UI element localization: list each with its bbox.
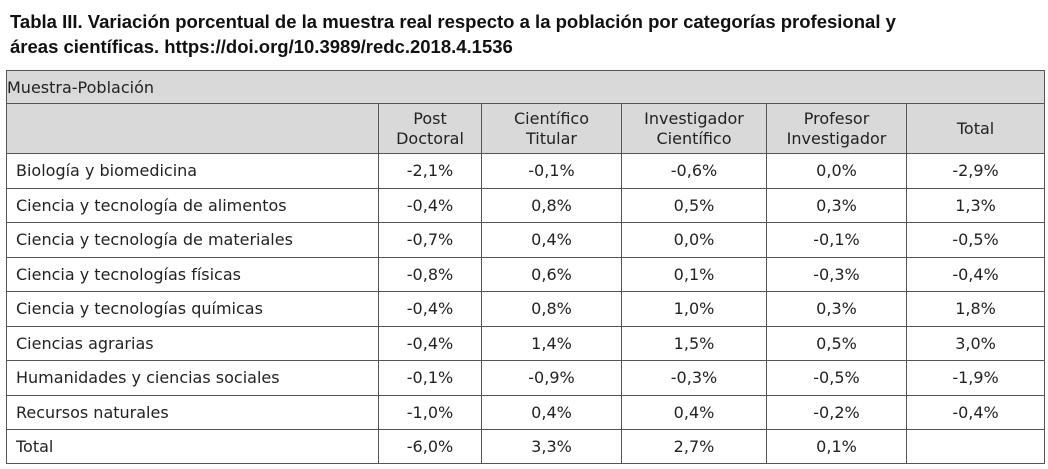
table-cell: -2,1% bbox=[378, 153, 482, 189]
table-title-line-1: Tabla III. Variación porcentual de la mu… bbox=[10, 11, 896, 32]
table-row: Ciencia y tecnologías químicas -0,4% 0,8% 1… bbox=[6, 291, 1046, 327]
column-header-total: Total bbox=[905, 103, 1046, 154]
column-header-line: Titular bbox=[526, 128, 577, 148]
table-row: Ciencia y tecnología de materiales -0,7% 0… bbox=[6, 222, 1046, 258]
table-title: Tabla III. Variación porcentual de la mu… bbox=[10, 9, 1040, 59]
table-cell: -0,4% bbox=[378, 325, 482, 361]
table-cell: 1,5% bbox=[621, 325, 767, 361]
table-cell: -0,8% bbox=[378, 256, 482, 292]
table-caption: Muestra-Población bbox=[5, 70, 1046, 104]
column-header-investigador-cientifico: Investigador Científico bbox=[621, 103, 767, 154]
table-cell: 2,7% bbox=[621, 429, 767, 464]
table-cell: -0,4% bbox=[905, 256, 1046, 292]
table-row: Ciencias agrarias -0,4% 1,4% 1,5% 0,5% 3,0% bbox=[6, 325, 1046, 361]
row-label: Humanidades y ciencias sociales bbox=[6, 360, 379, 396]
table-cell: 3,3% bbox=[481, 429, 622, 464]
table-cell: -0,1% bbox=[481, 153, 622, 189]
column-header-line: Post bbox=[413, 108, 447, 128]
table-cell: 0,4% bbox=[621, 394, 767, 430]
table-row: Recursos naturales -1,0% 0,4% 0,4% -0,2% -0,4… bbox=[6, 394, 1046, 430]
table-cell: 1,4% bbox=[481, 325, 622, 361]
table-row: Humanidades y ciencias sociales -0,1% -0,9… bbox=[6, 360, 1046, 396]
table-cell: 1,3% bbox=[905, 187, 1046, 223]
table-header-row: Post Doctoral Científico Titular Investi… bbox=[6, 103, 1046, 154]
table-row: Ciencia y tecnología de alimentos -0,4% 0,… bbox=[6, 187, 1046, 223]
table-cell: -0,6% bbox=[621, 153, 767, 189]
table-cell: -1,9% bbox=[905, 360, 1046, 396]
column-header-cientifico-titular: Científico Titular bbox=[481, 103, 622, 154]
row-label: Total bbox=[6, 429, 379, 464]
table-cell: -0,7% bbox=[378, 222, 482, 258]
row-label: Ciencia y tecnología de materiales bbox=[6, 222, 379, 258]
table-cell: 0,8% bbox=[481, 291, 622, 327]
table-cell: 3,0% bbox=[905, 325, 1046, 361]
table-cell: -2,9% bbox=[905, 153, 1046, 189]
column-header-empty bbox=[6, 103, 379, 154]
table-cell: 1,0% bbox=[621, 291, 767, 327]
table-cell: -1,0% bbox=[378, 394, 482, 430]
row-label: Biología y biomedicina bbox=[6, 153, 379, 189]
table-row: Biología y biomedicina -2,1% -0,1% -0,6% 0,0… bbox=[6, 153, 1046, 189]
column-header-line: Profesor bbox=[803, 108, 870, 128]
table-cell: 1,8% bbox=[905, 291, 1046, 327]
table-title-line-2: áreas científicas. https://doi.org/10.39… bbox=[10, 36, 513, 57]
table-cell: 0,1% bbox=[766, 429, 907, 464]
table-cell bbox=[905, 429, 1046, 464]
column-header-line: Investigador bbox=[786, 128, 887, 148]
column-header-line: Investigador bbox=[644, 108, 744, 128]
table-cell: -0,5% bbox=[905, 222, 1046, 258]
column-header-line: Doctoral bbox=[396, 128, 464, 148]
table-cell: -0,4% bbox=[378, 291, 482, 327]
table-cell: -0,5% bbox=[766, 360, 907, 396]
table-cell: 0,4% bbox=[481, 394, 622, 430]
table-cell: -0,3% bbox=[621, 360, 767, 396]
column-header-profesor-investigador: Profesor Investigador bbox=[766, 103, 907, 154]
table-cell: 0,0% bbox=[621, 222, 767, 258]
table-row: Total -6,0% 3,3% 2,7% 0,1% bbox=[6, 429, 1046, 464]
table-cell: 0,3% bbox=[766, 187, 907, 223]
row-label: Ciencia y tecnología de alimentos bbox=[6, 187, 379, 223]
table-body: Biología y biomedicina -2,1% -0,1% -0,6% 0,0… bbox=[6, 153, 1046, 464]
table-cell: 0,1% bbox=[621, 256, 767, 292]
table-cell: -0,1% bbox=[378, 360, 482, 396]
table-caption-row: Muestra-Población bbox=[5, 70, 1046, 104]
column-header-line: Científico bbox=[514, 108, 589, 128]
row-label: Ciencia y tecnologías químicas bbox=[6, 291, 379, 327]
table-cell: -0,1% bbox=[766, 222, 907, 258]
table-cell: 0,0% bbox=[766, 153, 907, 189]
data-table: Muestra-Población Post Doctoral Científi… bbox=[5, 70, 1046, 464]
table-cell: 0,3% bbox=[766, 291, 907, 327]
table-cell: 0,5% bbox=[766, 325, 907, 361]
row-label: Recursos naturales bbox=[6, 394, 379, 430]
column-header-post-doctoral: Post Doctoral bbox=[378, 103, 482, 154]
table-cell: -0,3% bbox=[766, 256, 907, 292]
table-cell: -0,9% bbox=[481, 360, 622, 396]
table-cell: -0,4% bbox=[905, 394, 1046, 430]
table-cell: 0,5% bbox=[621, 187, 767, 223]
table-row: Ciencia y tecnologías físicas -0,8% 0,6% 0,… bbox=[6, 256, 1046, 292]
row-label: Ciencias agrarias bbox=[6, 325, 379, 361]
row-label: Ciencia y tecnologías físicas bbox=[6, 256, 379, 292]
table-cell: 0,8% bbox=[481, 187, 622, 223]
table-cell: -0,4% bbox=[378, 187, 482, 223]
table-cell: 0,4% bbox=[481, 222, 622, 258]
table-cell: -6,0% bbox=[378, 429, 482, 464]
table-cell: -0,2% bbox=[766, 394, 907, 430]
table-cell: 0,6% bbox=[481, 256, 622, 292]
column-header-line: Científico bbox=[656, 128, 732, 148]
